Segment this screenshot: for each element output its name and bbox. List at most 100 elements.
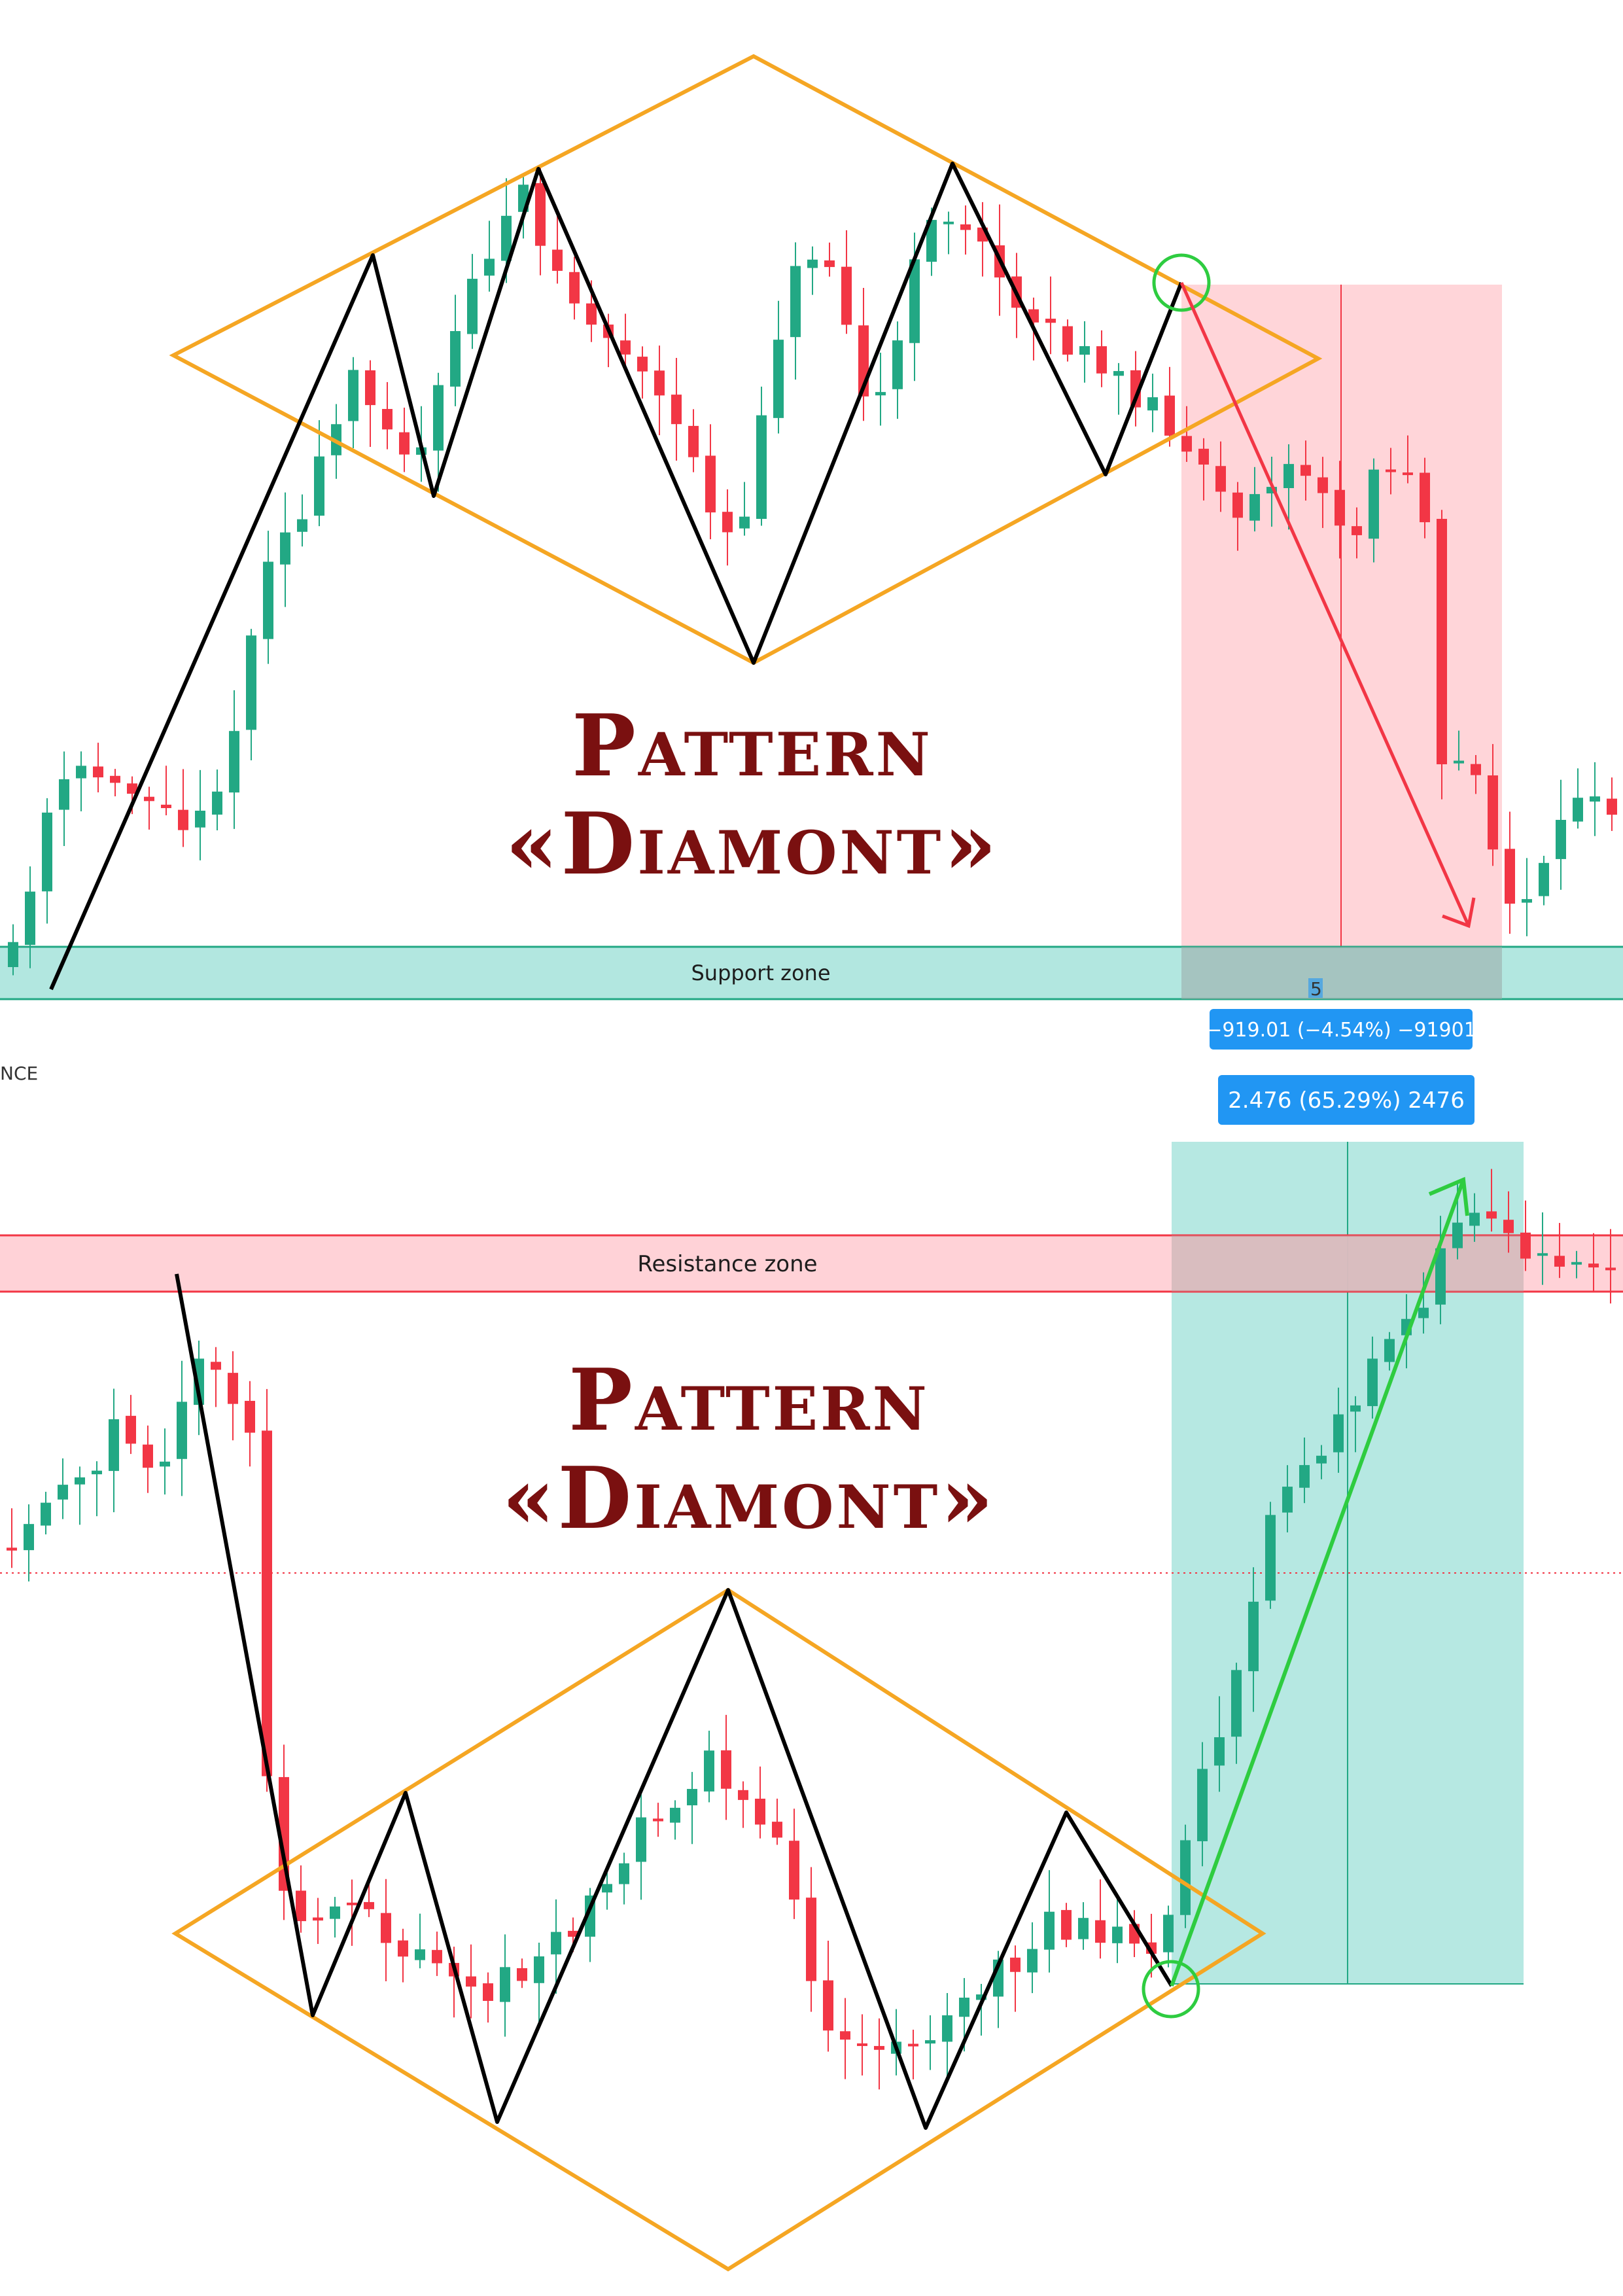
bottom-candle-body <box>415 1949 425 1960</box>
bottom-candle-body <box>1163 1915 1174 1952</box>
top-candle-body <box>314 456 324 516</box>
bottom-candle-body <box>296 1890 306 1922</box>
bottom-candle-body <box>1197 1769 1208 1841</box>
bottom-candle-body <box>1265 1515 1276 1601</box>
bottom-candle-body <box>1316 1455 1327 1464</box>
bottom-candle-body <box>75 1477 85 1485</box>
bottom-candle-body <box>670 1807 680 1823</box>
bottom-candle-body <box>1367 1358 1378 1406</box>
top-candle-body <box>1062 326 1073 355</box>
bottom-candle-body <box>874 2045 884 2050</box>
bottom-target-arrowhead <box>1428 1176 1469 1216</box>
top-candle-body <box>229 731 239 793</box>
top-candle-body <box>501 215 512 261</box>
top-candle-body <box>1505 849 1515 904</box>
top-candle-body <box>1215 466 1226 492</box>
bottom-candle-body <box>755 1798 765 1825</box>
top-candle-body <box>1300 465 1311 476</box>
top-candle-body <box>1590 796 1600 802</box>
bottom-candle-body <box>636 1817 646 1862</box>
top-candle-body <box>773 340 784 418</box>
bottom-candle-body <box>908 2043 918 2047</box>
bottom-candle-body <box>7 1547 17 1551</box>
top-candle-body <box>365 370 375 406</box>
top-candle-body <box>1318 477 1328 493</box>
top-candle-body <box>790 266 801 338</box>
bottom-candle-body <box>534 1956 544 1983</box>
bottom-candle-body <box>92 1470 102 1475</box>
bottom-candle-body <box>1095 1920 1106 1943</box>
top-candle-body <box>569 272 580 304</box>
resistance-zone-band <box>0 1235 1623 1292</box>
bottom-breakout-circle <box>1142 1960 1200 2019</box>
bottom-candle-body <box>721 1750 731 1789</box>
top-measure-label: −919.01 (−4.54%) −91901 <box>1206 1019 1476 1042</box>
bottom-candle-body <box>1214 1737 1225 1766</box>
top-candle-body <box>722 512 733 533</box>
bottom-candle-body <box>1503 1220 1514 1233</box>
top-candle-body <box>1556 820 1566 859</box>
top-candle-body <box>8 942 18 968</box>
bottom-candle-body <box>687 1789 697 1806</box>
bottom-candle-body <box>1061 1910 1072 1940</box>
bottom-candle-body <box>330 1906 340 1919</box>
bottom-candle-body <box>1571 1262 1582 1265</box>
bottom-candle-body <box>1299 1465 1310 1488</box>
bottom-candle-body <box>772 1822 782 1838</box>
top-candle-body <box>535 183 546 246</box>
top-candle-body <box>1130 370 1141 408</box>
bottom-candle-body <box>1010 1957 1021 1972</box>
top-candle-body <box>841 266 852 325</box>
top-candle-body <box>1607 798 1617 815</box>
bottom-candle-body <box>1435 1248 1446 1305</box>
bottom-candle-body <box>500 1967 510 2002</box>
top-candle-body <box>1181 436 1192 452</box>
top-candle-body <box>1335 489 1345 526</box>
top-candle-body <box>1539 862 1549 896</box>
top-candle-body <box>297 519 307 532</box>
top-candle-body <box>1113 371 1124 376</box>
bottom-candle-body <box>551 1932 561 1954</box>
bottom-candle-body <box>1486 1211 1497 1219</box>
bottom-candle-body <box>24 1524 34 1551</box>
top-candle-body <box>212 791 222 815</box>
top-candle-body <box>637 357 648 372</box>
top-candle-body <box>127 783 137 794</box>
top-zigzag-line <box>49 162 1183 991</box>
top-candle-body <box>1249 494 1260 521</box>
bottom-candle-body <box>840 2031 850 2040</box>
axis-label-fragment: NCE <box>0 1063 38 1084</box>
bottom-candle-body <box>1248 1601 1259 1672</box>
bottom-candle-body <box>823 1980 833 2031</box>
top-target-arrow <box>1179 281 1471 927</box>
support-zone-label: Support zone <box>691 961 830 985</box>
top-candle-body <box>926 220 937 262</box>
top-target-arrowhead <box>1442 897 1476 928</box>
bottom-candle-body <box>1418 1307 1429 1318</box>
top-candle-body <box>263 561 273 639</box>
bottom-candle-body <box>41 1502 51 1526</box>
short-box-overlap <box>1181 947 1502 999</box>
top-candle-body <box>450 330 461 387</box>
top-candle-body <box>1045 319 1056 323</box>
bottom-candle-body <box>262 1430 272 1776</box>
top-candle-body <box>1369 469 1379 539</box>
top-candle-body <box>1164 395 1175 436</box>
bottom-candle-body <box>857 2043 867 2046</box>
top-candle-body <box>1232 492 1243 518</box>
top-candle-body <box>161 804 171 809</box>
bottom-candle-body <box>1384 1339 1395 1362</box>
top-candle-body <box>892 340 903 389</box>
top-candle-body <box>552 249 563 271</box>
top-candle-body <box>382 409 393 430</box>
top-candle-body <box>1386 469 1396 472</box>
bottom-candle-body <box>942 2015 952 2042</box>
top-candle-body <box>1283 464 1294 488</box>
bottom-candle-body <box>143 1444 153 1468</box>
bottom-candle-body <box>160 1461 170 1467</box>
top-candle-body <box>943 221 954 224</box>
top-candle-body <box>1147 397 1158 411</box>
top-candle-body <box>467 279 478 334</box>
top-candle-body <box>1437 518 1447 765</box>
bottom-candle-body <box>313 1917 323 1921</box>
